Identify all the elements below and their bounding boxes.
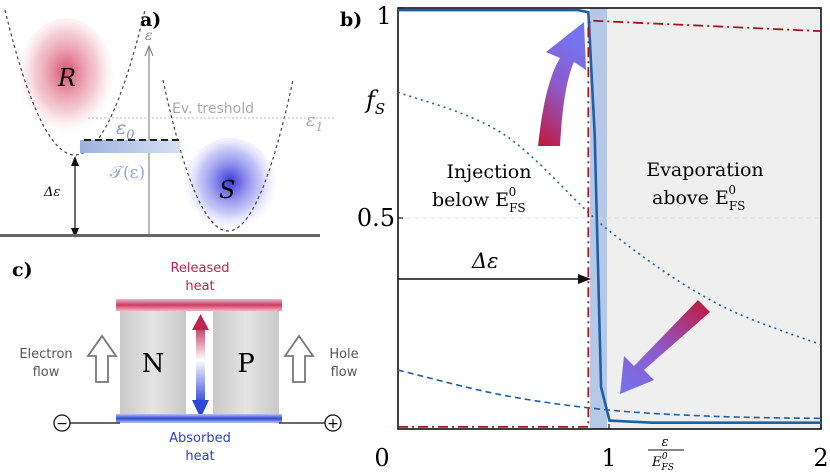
x-tick-label-2: 2 [813,444,828,472]
released-heat-line1: Released [170,261,229,276]
energy-axis-label: ε [145,28,153,44]
transmission-band [80,140,180,153]
x-axis-label-numerator: ε [662,435,669,450]
x-tick-label-1: 1 [601,444,616,472]
hole-flow-line1: Hole [329,347,358,362]
y-tick-label-0-5: 0.5 [357,204,395,232]
evaporation-label-line2: above EFS0 [652,183,745,213]
reservoir-s-blob [184,138,276,234]
n-label: N [142,349,165,379]
series-solid-line [398,8,821,424]
electron-flow-arrow-icon [86,334,118,383]
panel-c: c) Released heat N P Absorbed heat Elect… [12,259,359,464]
x-axis-label-denominator: EFS0 [651,452,674,472]
cold-plate [116,414,282,423]
heat-flow-arrowhead-down [192,400,209,418]
y-tick-label-1: 1 [376,2,391,30]
delta-eps-label: Δε [43,185,60,200]
p-label: P [237,349,255,379]
heat-flow-arrow-shaft [196,324,205,404]
series-dashed-line [397,369,822,420]
minus-terminal-label: − [56,416,68,432]
transmission-label: 𝒯(ε) [110,163,145,183]
reservoir-r-label: R [57,64,76,92]
electron-flow-line1: Electron [19,347,72,362]
released-heat-line2: heat [185,279,214,294]
heat-flow-arrowhead-up [192,314,209,330]
absorbed-heat-line2: heat [185,449,214,464]
reservoir-r-blob [18,18,114,138]
delta-eps-arrowhead-down [71,228,79,238]
eps1-label: ε1 [306,110,323,134]
panel-a: a) R S ε Ev. treshold ε1 ε0 𝒯(ε) Δε [0,9,335,238]
delta-eps-b-label: Δε [471,249,498,273]
evaporation-label-line1: Evaporation [646,159,763,181]
threshold-label: Ev. treshold [172,101,254,117]
delta-eps-arrowhead-up [71,156,79,166]
reservoir-s-label: S [219,176,235,204]
delta-eps-b-arrowhead [578,274,591,284]
curves-layer [397,8,822,428]
panel-b-label: b) [340,9,362,31]
p-block [213,311,279,419]
injection-label-line1: Injection [447,161,532,183]
panel-b: b) 0 1 2 1 0.5 fS ε EFS0 Injection below… [340,2,829,473]
energy-axis-arrowhead [144,44,154,57]
y-tick-marks [398,7,403,219]
n-block [120,311,186,419]
minus-terminal-icon [53,414,71,432]
series-dashdot-line [398,19,822,428]
hole-flow-line2: flow [331,365,358,380]
injection-label-line2: below EFS0 [432,185,526,215]
plus-terminal-icon [324,414,342,432]
y-axis-label: fS [364,86,385,118]
evaporation-arrow-icon [620,300,710,394]
electron-flow-line2: flow [33,365,60,380]
eps0-label: ε0 [116,117,134,143]
parabola-s [162,79,294,232]
x-tick-label-0: 0 [374,444,389,472]
injection-arrow-icon [538,22,586,146]
panel-a-label: a) [140,9,161,31]
ground-line [0,234,320,237]
hole-flow-arrow-icon [283,334,315,383]
panel-c-label: c) [12,259,33,281]
absorbed-heat-line1: Absorbed [169,431,231,446]
x-tick-marks [608,424,822,429]
plus-terminal-label: + [327,416,339,432]
hot-plate [116,299,282,311]
